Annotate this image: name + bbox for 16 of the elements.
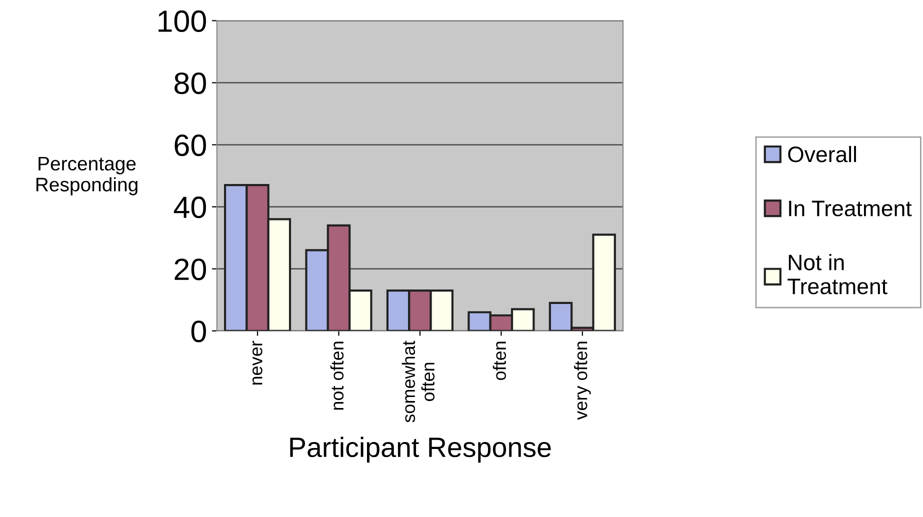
legend-label: Not in Treatment [788,254,888,294]
y-tick-label: 40 [174,196,206,218]
x-tick-label: somewhat often [402,340,435,422]
y-tick-label: 100 [158,10,206,32]
x-tick-label: never [252,340,262,385]
y-tick-label: 20 [174,258,206,280]
x-tick-label: not often [330,342,344,410]
legend-label: In Treatment [789,200,912,216]
x-axis-title: Participant Response [290,436,551,463]
x-tick-label: often [492,342,506,380]
y-tick-label: 0 [191,320,206,342]
y-axis-title: Percentage Responding [36,156,138,196]
legend-label: Overall [788,146,856,162]
y-tick-label: 80 [174,72,206,94]
y-tick-label: 60 [174,134,206,156]
x-tick-label: very often [574,342,591,420]
